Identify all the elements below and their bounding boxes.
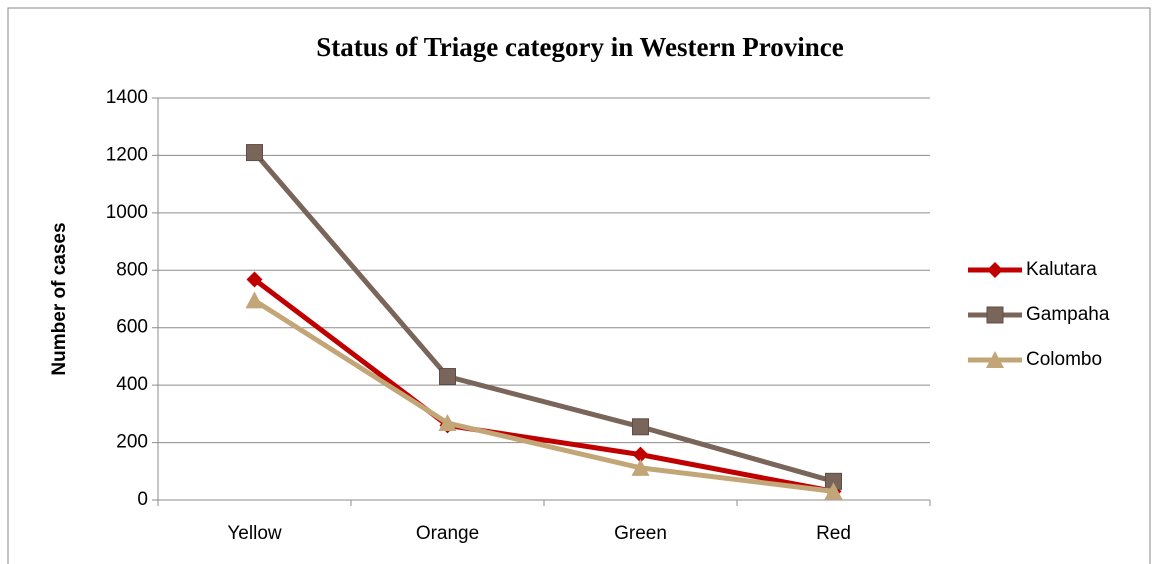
y-tick-label: 800 bbox=[116, 259, 148, 280]
data-point bbox=[632, 446, 649, 463]
legend-marker bbox=[986, 306, 1004, 324]
x-tick-label: Yellow bbox=[227, 523, 282, 544]
data-point bbox=[824, 482, 843, 500]
chart-title: Status of Triage category in Western Pro… bbox=[316, 32, 843, 62]
legend-marker bbox=[986, 351, 1004, 368]
y-tick-label: 400 bbox=[116, 374, 148, 395]
y-tick-label: 1400 bbox=[106, 87, 148, 108]
legend-label: Kalutara bbox=[1026, 259, 1097, 280]
y-axis-label: Number of cases bbox=[49, 222, 70, 375]
y-tick-label: 1200 bbox=[106, 144, 148, 165]
x-tick-label: Orange bbox=[416, 523, 479, 544]
y-tick-label: 200 bbox=[116, 432, 148, 453]
data-point bbox=[245, 291, 264, 309]
legend-label: Colombo bbox=[1026, 349, 1102, 370]
x-tick-label: Red bbox=[816, 523, 851, 544]
legend-label: Gampaha bbox=[1026, 304, 1110, 325]
series-line bbox=[252, 277, 834, 494]
data-point bbox=[632, 418, 649, 436]
chart-frame bbox=[7, 7, 1151, 564]
x-tick-label: Green bbox=[614, 523, 667, 544]
y-tick-label: 1000 bbox=[106, 202, 148, 223]
series-line bbox=[252, 150, 835, 484]
data-point bbox=[439, 368, 456, 386]
legend-marker bbox=[987, 262, 1003, 278]
data-point bbox=[631, 458, 650, 476]
y-tick-label: 0 bbox=[137, 489, 148, 510]
y-tick-label: 600 bbox=[116, 317, 148, 338]
data-point bbox=[246, 144, 263, 162]
data-point bbox=[246, 271, 263, 288]
data-point bbox=[438, 414, 457, 432]
series-line bbox=[253, 298, 834, 494]
